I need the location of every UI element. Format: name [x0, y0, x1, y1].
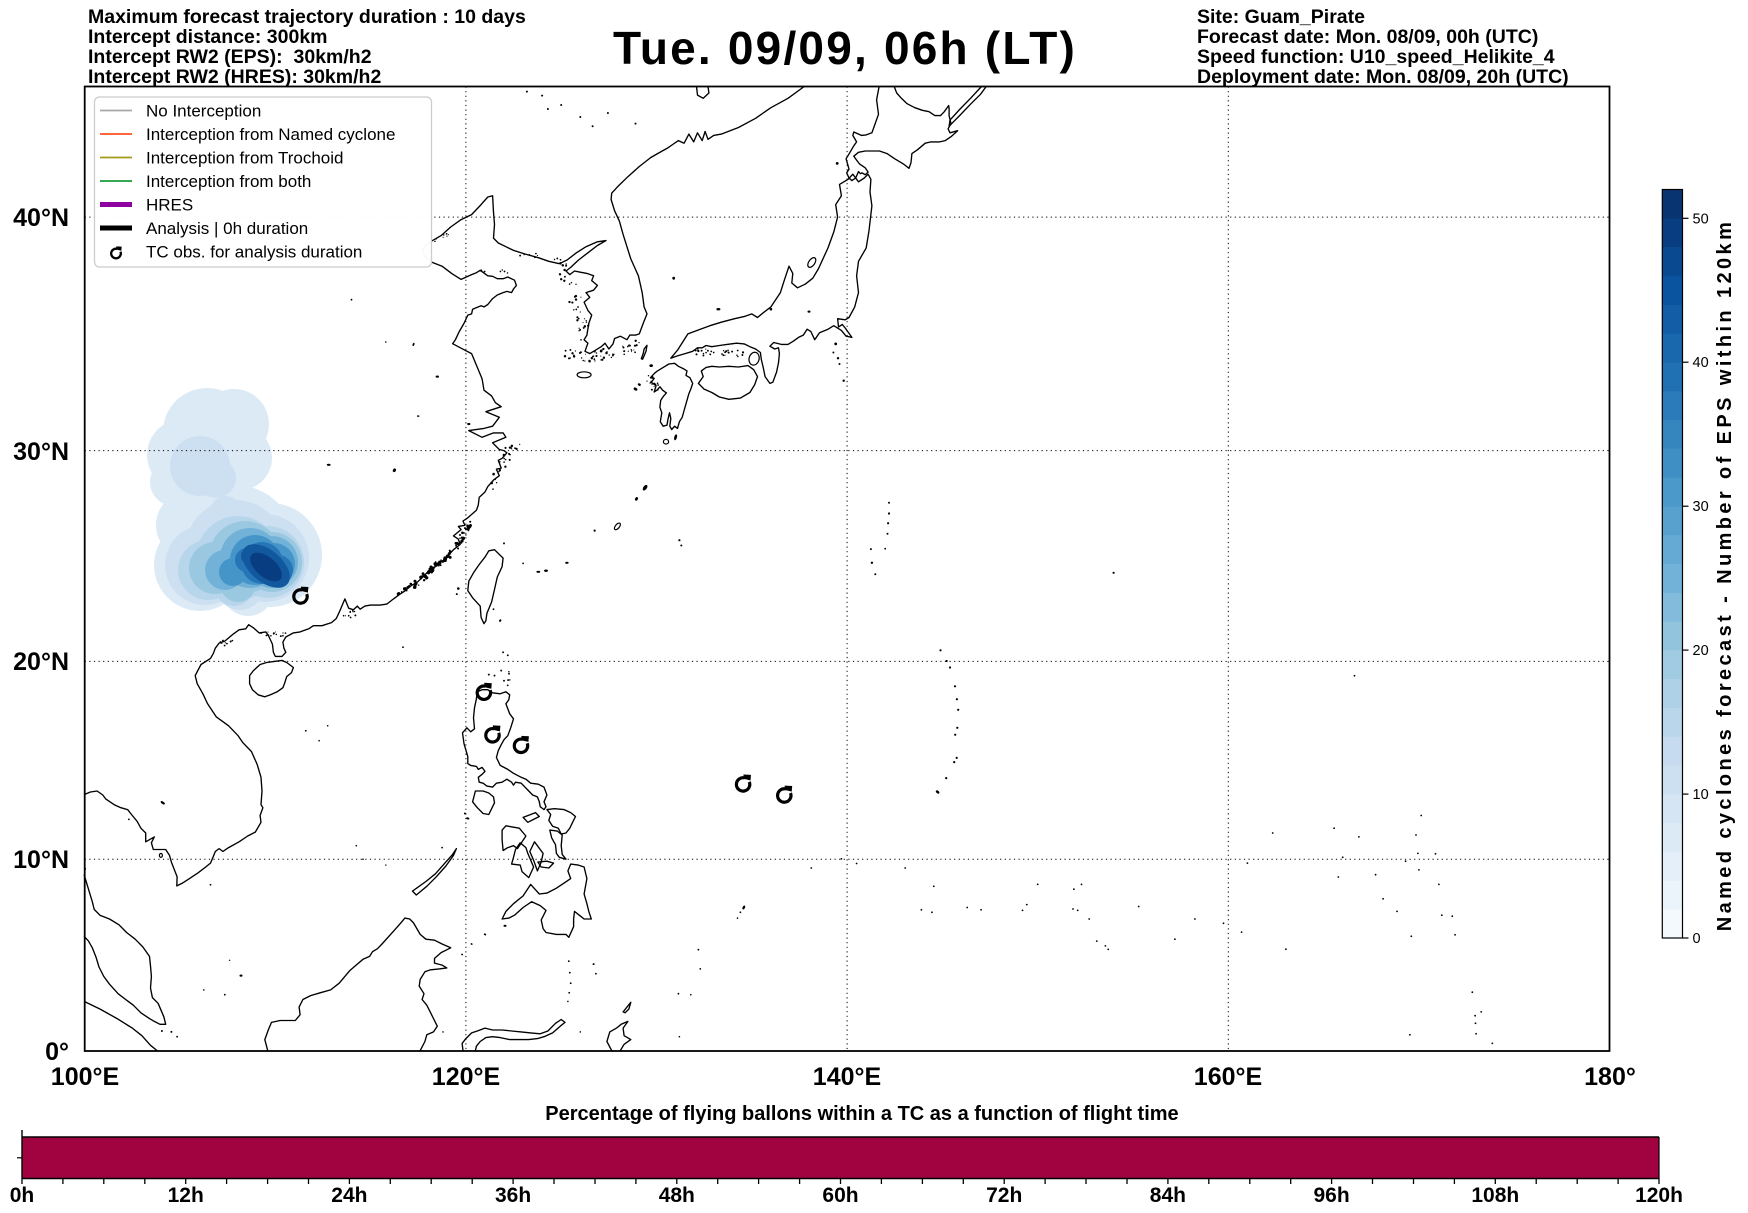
svg-text:140°E: 140°E — [813, 1063, 881, 1091]
svg-text:60h: 60h — [822, 1184, 858, 1207]
svg-text:Tue. 09/09, 06h (LT): Tue. 09/09, 06h (LT) — [613, 22, 1077, 74]
svg-text:120h: 120h — [1635, 1184, 1683, 1207]
svg-text:Interception from both: Interception from both — [146, 172, 311, 191]
svg-text:20°N: 20°N — [13, 648, 69, 676]
svg-text:0h: 0h — [10, 1184, 35, 1207]
svg-text:TC obs. for analysis duration: TC obs. for analysis duration — [146, 243, 362, 262]
svg-text:Maximum forecast trajectory du: Maximum forecast trajectory duration : 1… — [88, 6, 526, 28]
svg-text:HRES: HRES — [146, 196, 193, 215]
svg-text:Interception from Trochoid: Interception from Trochoid — [146, 149, 343, 168]
svg-text:48h: 48h — [659, 1184, 695, 1207]
svg-text:40: 40 — [1693, 355, 1709, 371]
svg-text:Named cyclones forecast - Numb: Named cyclones forecast - Number of EPS … — [1714, 219, 1736, 932]
svg-text:72h: 72h — [986, 1184, 1022, 1207]
svg-text:Forecast date: Mon. 08/09, 00h: Forecast date: Mon. 08/09, 00h (UTC) — [1197, 26, 1538, 48]
svg-text:Deployment date: Mon. 08/09, 2: Deployment date: Mon. 08/09, 20h (UTC) — [1197, 66, 1569, 88]
svg-text:0: 0 — [1693, 931, 1701, 947]
svg-text:Interception from Named cyclon: Interception from Named cyclone — [146, 125, 395, 144]
svg-text:Analysis | 0h duration: Analysis | 0h duration — [146, 219, 308, 238]
svg-text:10°N: 10°N — [13, 846, 69, 874]
svg-text:24h: 24h — [331, 1184, 367, 1207]
svg-text:36h: 36h — [495, 1184, 531, 1207]
svg-text:Speed function: U10_speed_Heli: Speed function: U10_speed_Helikite_4 — [1197, 46, 1555, 68]
svg-text:96h: 96h — [1314, 1184, 1350, 1207]
svg-text:160°E: 160°E — [1194, 1063, 1262, 1091]
svg-text:Intercept distance: 300km: Intercept distance: 300km — [88, 26, 328, 48]
svg-text:180°: 180° — [1584, 1063, 1636, 1091]
svg-text:30: 30 — [1693, 499, 1709, 515]
svg-text:84h: 84h — [1150, 1184, 1186, 1207]
svg-text:Percentage of flying ballons w: Percentage of flying ballons within a TC… — [545, 1103, 1178, 1125]
svg-text:30°N: 30°N — [13, 438, 69, 466]
svg-text:No Interception: No Interception — [146, 102, 261, 121]
svg-text:40°N: 40°N — [13, 204, 69, 232]
svg-text:10: 10 — [1693, 787, 1709, 803]
svg-text:0°: 0° — [45, 1038, 69, 1066]
svg-text:Site: Guam_Pirate: Site: Guam_Pirate — [1197, 6, 1365, 28]
svg-text:Intercept RW2 (EPS): 30km/h2: Intercept RW2 (EPS): 30km/h2 — [88, 46, 372, 68]
svg-text:Intercept RW2 (HRES): 30km/h2: Intercept RW2 (HRES): 30km/h2 — [88, 66, 381, 88]
svg-text:120°E: 120°E — [432, 1063, 500, 1091]
svg-text:50: 50 — [1693, 211, 1709, 227]
svg-text:108h: 108h — [1471, 1184, 1519, 1207]
svg-text:20: 20 — [1693, 643, 1709, 659]
svg-text:12h: 12h — [168, 1184, 204, 1207]
svg-text:100°E: 100°E — [51, 1063, 119, 1091]
